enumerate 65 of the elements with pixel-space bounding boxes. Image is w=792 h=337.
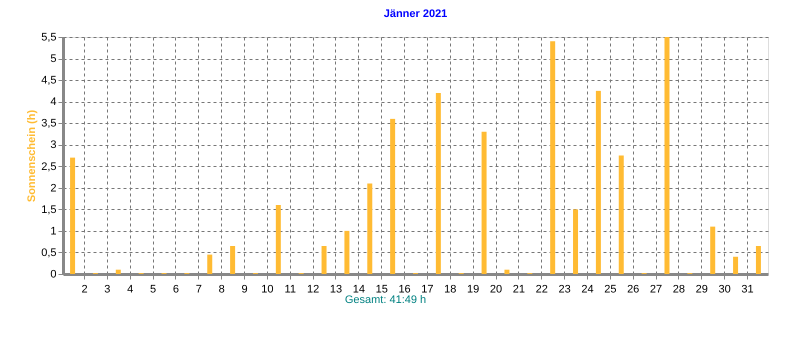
text: Gesamt: 41:49 h xyxy=(344,294,426,306)
x-tick-label: 8 xyxy=(218,284,225,296)
x-tick-label: 10 xyxy=(261,284,274,296)
x-tick-label: 26 xyxy=(627,284,640,296)
y-tick-label: 2,5 xyxy=(41,160,56,173)
x-tick-label: 7 xyxy=(196,284,202,296)
bar xyxy=(344,230,350,274)
bar xyxy=(436,93,441,274)
bar xyxy=(573,209,578,274)
x-tick-label: 3 xyxy=(104,284,110,296)
x-tick-label: 21 xyxy=(512,284,526,296)
y-tick-label: 4,5 xyxy=(41,74,56,87)
bar xyxy=(664,37,670,274)
x-tick-label: 13 xyxy=(330,284,342,296)
bar xyxy=(230,246,236,274)
x-tick-label: 30 xyxy=(718,284,731,296)
x-tick-label: 15 xyxy=(376,284,388,296)
y-tick-label: 2 xyxy=(50,182,56,194)
bar xyxy=(116,270,121,274)
bar xyxy=(596,90,601,274)
x-tick-label: 27 xyxy=(650,284,662,296)
y-tick-label: 0,5 xyxy=(41,246,56,259)
bar xyxy=(207,254,212,274)
x-tick-label: 22 xyxy=(536,284,548,296)
x-tick-label: 31 xyxy=(741,284,754,296)
x-tick-label: 18 xyxy=(444,284,456,296)
y-axis-title: Sonnenschein (h) xyxy=(26,110,38,202)
bar xyxy=(70,158,76,274)
x-tick-label: 20 xyxy=(490,284,502,296)
x-tick-label: 14 xyxy=(352,284,365,296)
y-tick-label: 1,5 xyxy=(41,204,56,216)
bar xyxy=(710,226,716,274)
y-tick-label: 5 xyxy=(50,53,56,66)
bar xyxy=(618,156,624,274)
x-tick-label: 19 xyxy=(467,284,480,296)
x-tick-label: 11 xyxy=(284,284,296,296)
bar xyxy=(367,184,372,274)
x-tick-label: 12 xyxy=(306,284,320,296)
y-tick-label: 5,5 xyxy=(41,32,56,44)
x-tick-label: 6 xyxy=(172,284,180,296)
chart-title: Jänner 2021 xyxy=(384,8,448,20)
bar xyxy=(733,256,738,274)
y-tick-label: 4 xyxy=(50,96,56,108)
bar xyxy=(322,246,327,274)
x-tick-label: 16 xyxy=(398,284,411,296)
x-tick-label: 25 xyxy=(604,284,616,296)
y-tick-label: 0 xyxy=(50,268,56,280)
y-tick-label: 1 xyxy=(50,225,56,238)
x-tick-label: 28 xyxy=(672,284,686,296)
bar xyxy=(276,205,281,274)
x-tick-label: 5 xyxy=(150,284,156,296)
x-tick-label: 17 xyxy=(421,284,434,296)
x-tick-label: 29 xyxy=(696,284,708,296)
bar xyxy=(482,132,487,274)
y-tick-label: 3 xyxy=(50,139,56,152)
x-tick-label: 24 xyxy=(581,284,594,296)
bar xyxy=(504,270,510,274)
x-tick-label: 9 xyxy=(241,284,248,296)
y-tick-label: 3,5 xyxy=(41,118,56,130)
x-tick-label: 2 xyxy=(81,284,88,296)
x-tick-label: 4 xyxy=(127,284,134,296)
bar xyxy=(390,118,396,274)
x-tick-label: 23 xyxy=(558,284,571,296)
bar xyxy=(550,41,556,274)
bar xyxy=(756,246,761,274)
